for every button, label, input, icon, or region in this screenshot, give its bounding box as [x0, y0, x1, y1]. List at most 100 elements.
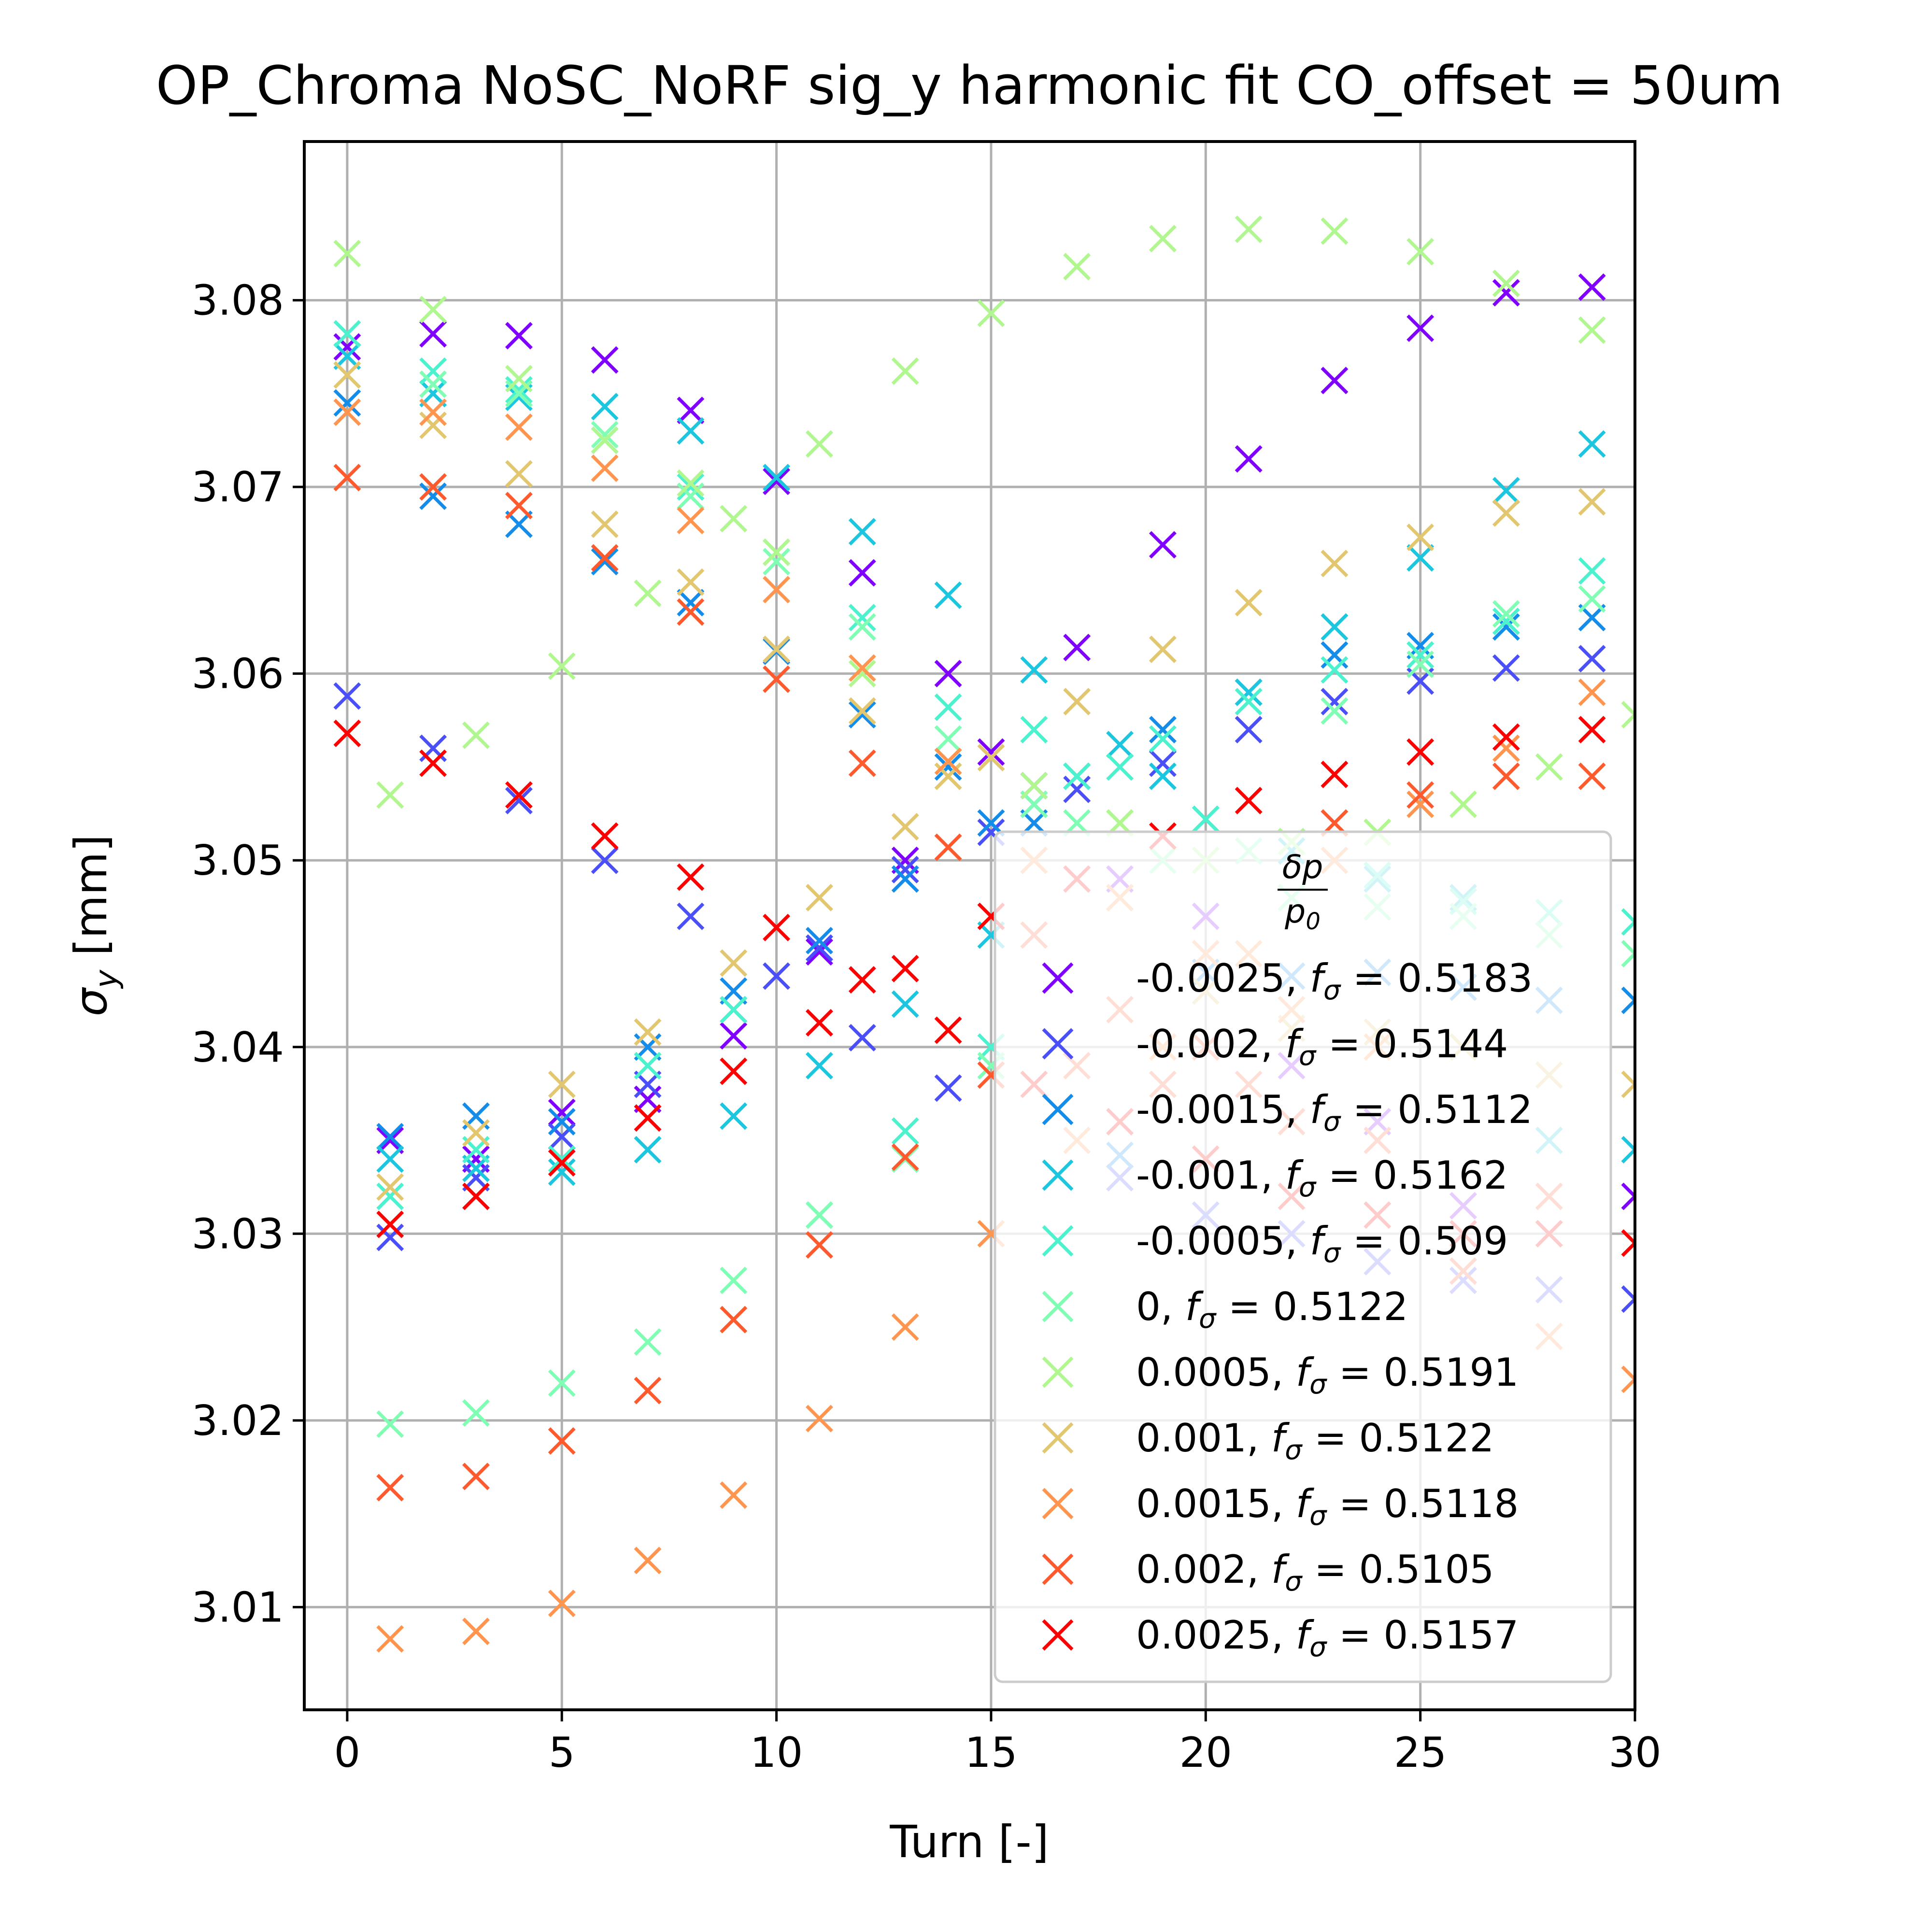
data-point: [1149, 531, 1177, 559]
data-point: [505, 460, 533, 488]
data-point: [763, 538, 791, 566]
data-point: [1321, 656, 1349, 684]
y-tick-label: 3.02: [192, 1397, 284, 1445]
data-point: [591, 548, 619, 576]
data-point: [677, 589, 705, 617]
data-point: [419, 749, 447, 777]
data-point: [634, 1051, 662, 1080]
data-point: [419, 357, 447, 385]
legend-entry: 0, fσ = 0.5122: [1042, 1284, 1408, 1335]
data-point: [1492, 600, 1520, 628]
data-point: [1492, 613, 1520, 641]
data-point: [763, 548, 791, 576]
data-point: [848, 701, 876, 729]
data-point: [891, 1143, 919, 1171]
legend-entry: 0.0025, fσ = 0.5157: [1042, 1613, 1519, 1663]
data-point: [548, 1427, 576, 1455]
data-point: [1235, 678, 1263, 706]
data-point: [977, 738, 1005, 766]
legend-label: -0.0025, fσ = 0.5183: [1136, 956, 1533, 1006]
data-point: [848, 966, 876, 994]
legend-marker: [1042, 1356, 1074, 1388]
y-tick-label: 3.08: [192, 277, 284, 325]
legend-box: [994, 830, 1612, 1683]
legend-marker: [1042, 1422, 1074, 1454]
chart-title: OP_Chroma NoSC_NoRF sig_y harmonic fit C…: [156, 55, 1783, 116]
data-point: [548, 1108, 576, 1136]
data-point: [934, 693, 962, 721]
data-point: [591, 510, 619, 538]
data-point: [805, 938, 833, 966]
data-point: [376, 1210, 404, 1238]
data-point: [548, 1070, 576, 1098]
data-point: [1578, 678, 1606, 706]
data-point: [1321, 613, 1349, 641]
data-point: [848, 604, 876, 632]
data-point: [1235, 215, 1263, 243]
data-point: [419, 473, 447, 501]
data-point: [1192, 805, 1220, 833]
data-point: [677, 397, 705, 425]
data-point: [505, 781, 533, 809]
data-point: [376, 1122, 404, 1151]
data-point: [1621, 1070, 1635, 1098]
y-tick-label: 3.07: [192, 463, 284, 511]
data-point: [1149, 716, 1177, 744]
data-point: [591, 544, 619, 572]
data-point: [634, 579, 662, 607]
data-point: [505, 365, 533, 393]
data-point: [677, 482, 705, 510]
y-tick-label: 3.06: [192, 650, 284, 698]
data-point: [376, 1474, 404, 1502]
data-point: [848, 559, 876, 587]
data-point: [934, 833, 962, 861]
data-point: [763, 665, 791, 693]
legend-entry: -0.0015, fσ = 0.5112: [1042, 1087, 1533, 1137]
x-tick-labels: 0 5 10 15 20 25 30: [334, 1729, 1662, 1777]
data-point: [891, 865, 919, 893]
data-point: [1578, 716, 1606, 744]
data-point: [1235, 589, 1263, 617]
data-point: [548, 1145, 576, 1173]
data-point: [763, 468, 791, 495]
data-point: [376, 1410, 404, 1438]
data-point: [720, 1306, 748, 1334]
data-point: [1578, 316, 1606, 344]
data-point: [1235, 445, 1263, 473]
data-point: [634, 1328, 662, 1356]
data-point: [934, 1074, 962, 1102]
x-tick-label: 30: [1608, 1729, 1661, 1777]
data-point: [1578, 557, 1606, 585]
data-point: [1406, 641, 1435, 669]
data-point: [376, 781, 404, 809]
data-point: [1492, 723, 1520, 751]
data-point: [1578, 762, 1606, 790]
data-point: [333, 389, 361, 417]
data-point: [677, 417, 705, 445]
data-point: [1406, 524, 1435, 551]
plot-frame: [303, 140, 1636, 1711]
data-point: [1063, 762, 1091, 790]
legend-entry: 0.0015, fσ = 0.5118: [1042, 1481, 1519, 1532]
data-point: [848, 660, 876, 688]
legend-marker: [1042, 1619, 1074, 1651]
x-axis-label: Turn [-]: [889, 1816, 1049, 1868]
data-point: [848, 1023, 876, 1051]
data-point: [891, 990, 919, 1018]
y-axis-label-symbol: σ: [65, 987, 117, 1016]
legend-label: 0, fσ = 0.5122: [1136, 1284, 1408, 1335]
legend-label: 0.0025, fσ = 0.5157: [1136, 1613, 1519, 1663]
data-point: [720, 1102, 748, 1130]
y-tick-label: 3.01: [192, 1583, 284, 1632]
data-point: [419, 296, 447, 324]
data-point: [934, 660, 962, 688]
legend-marker: [1042, 1028, 1074, 1060]
data-point: [1492, 734, 1520, 762]
data-point: [977, 299, 1005, 327]
data-point: [1321, 760, 1349, 788]
legend-entries: -0.0025, fσ = 0.5183 -0.002, fσ = 0.5144 -…: [1042, 956, 1533, 1663]
data-point: [505, 492, 533, 520]
y-tick-label: 3.04: [192, 1023, 284, 1072]
data-point: [1492, 607, 1520, 635]
data-point: [1578, 645, 1606, 673]
